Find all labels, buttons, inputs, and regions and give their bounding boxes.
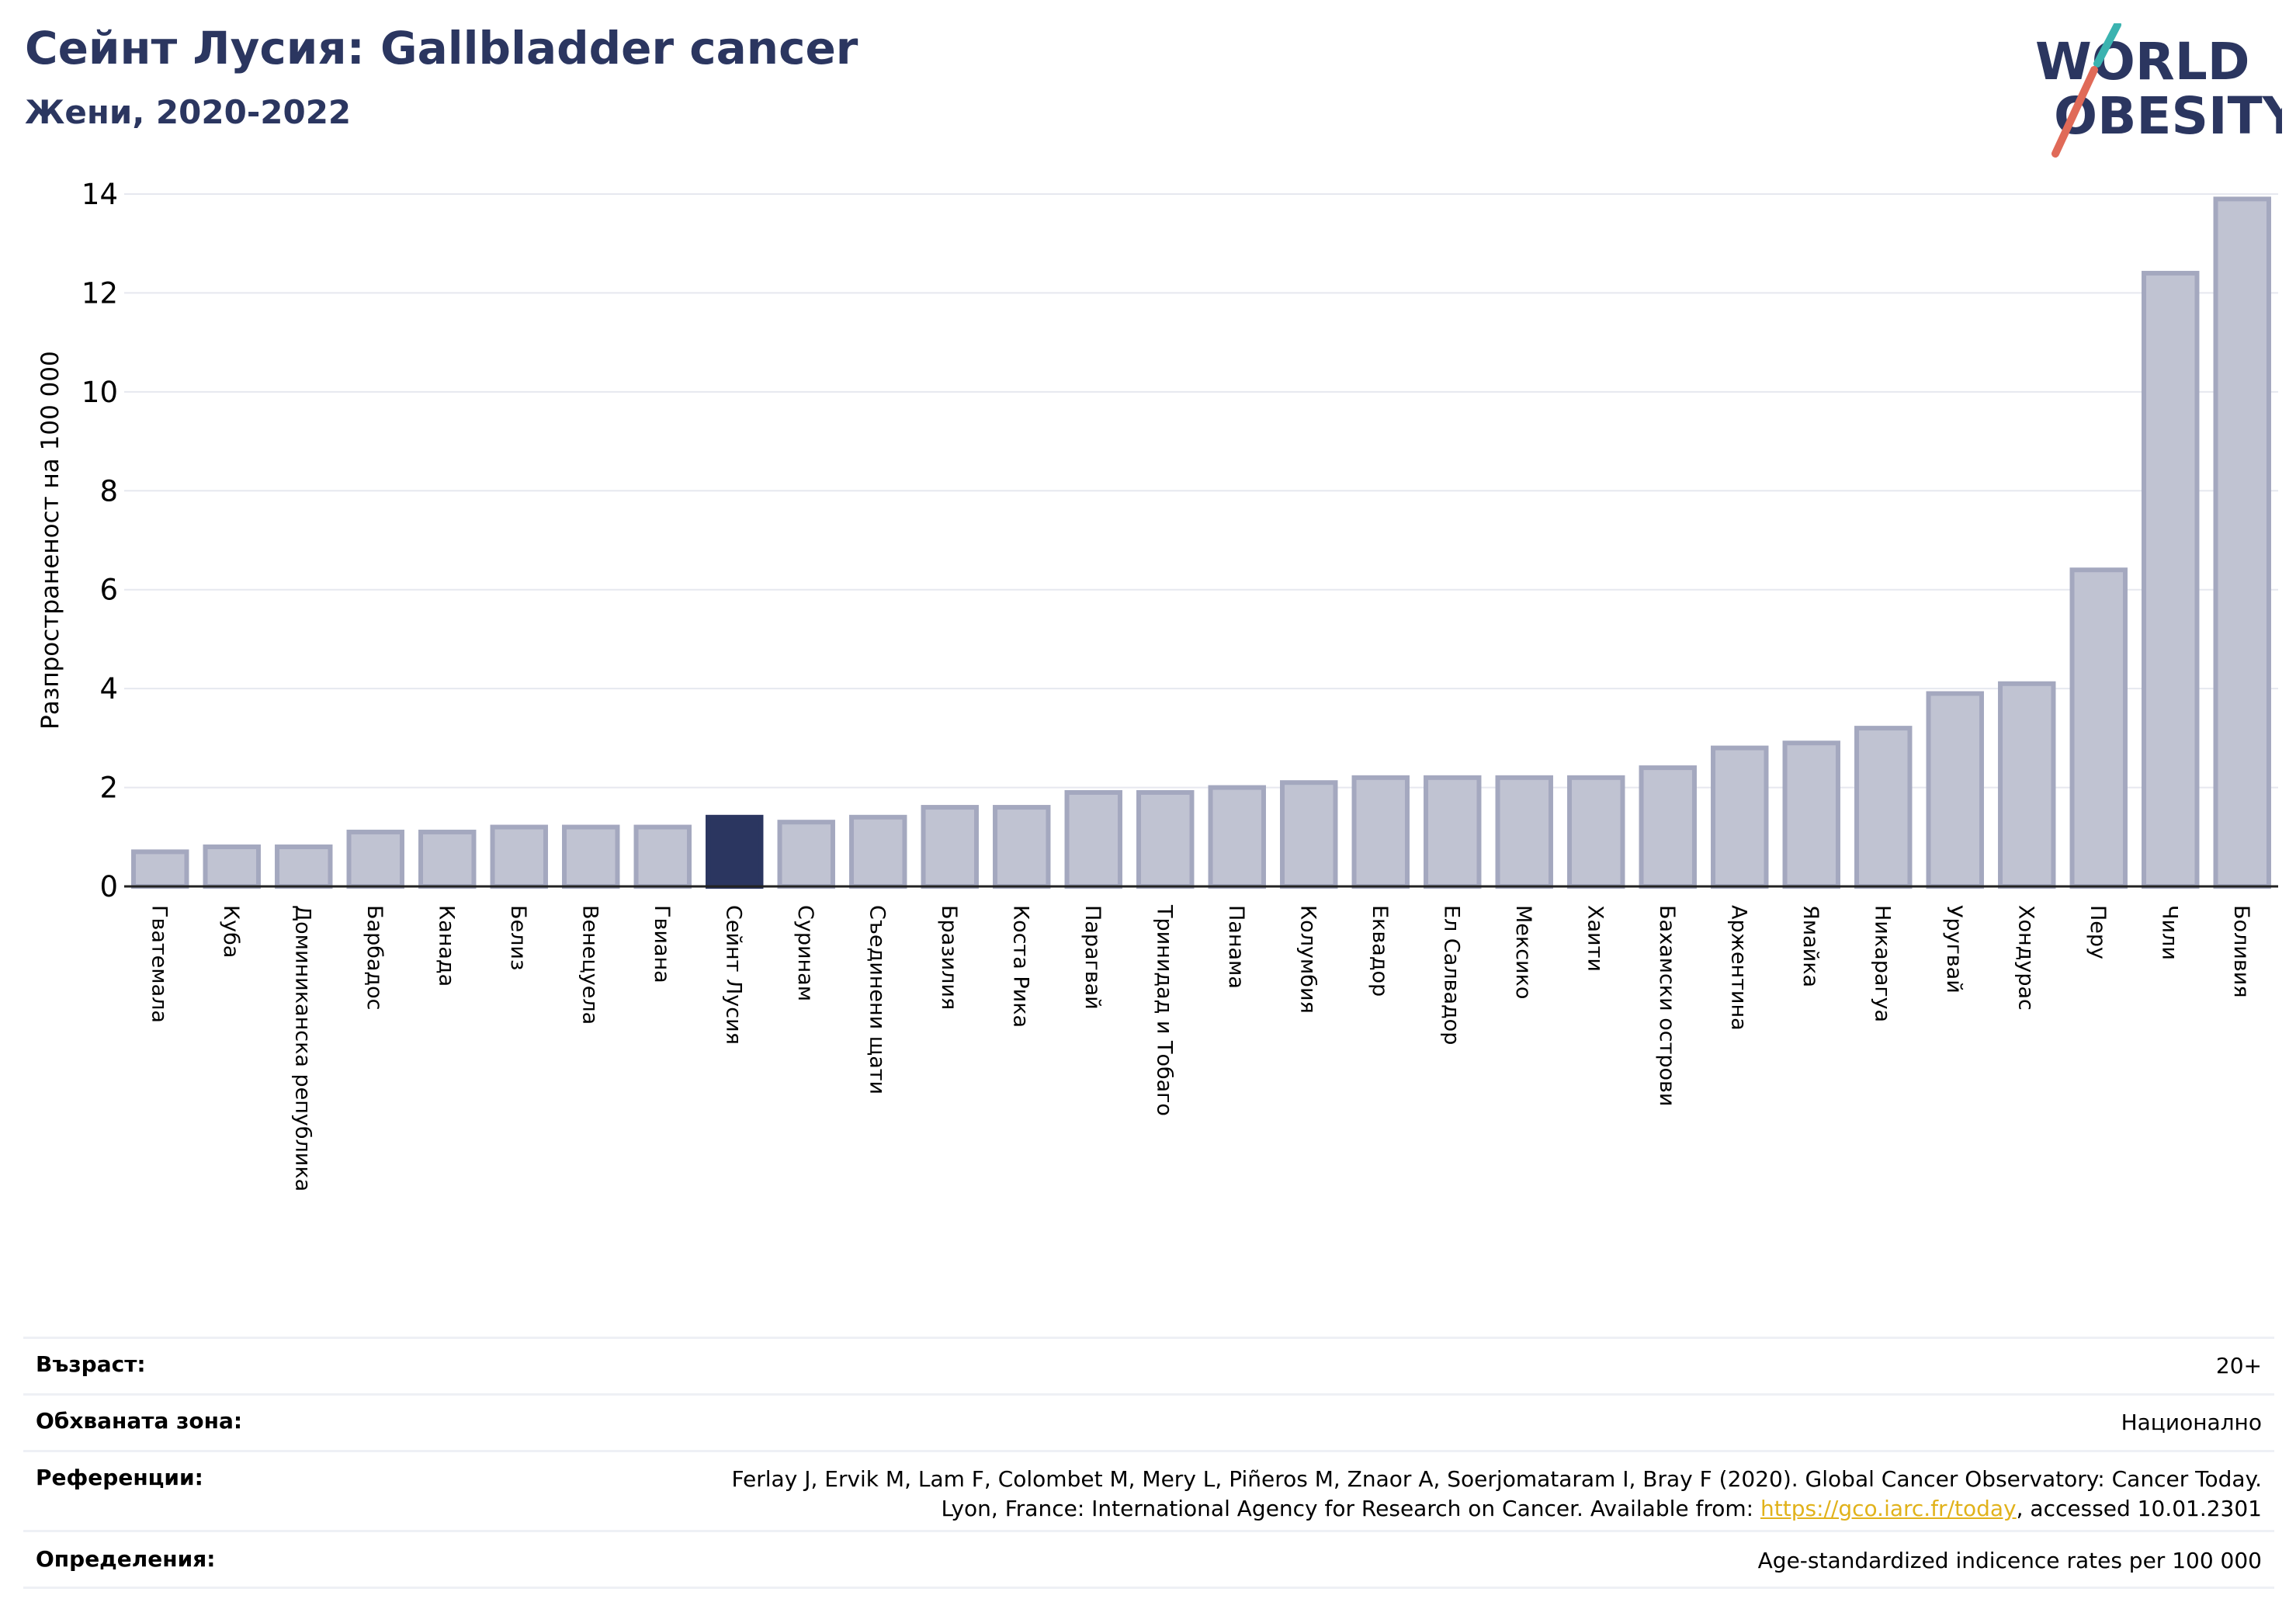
x-tick-label: Суринам: [793, 905, 817, 1001]
info-table: Възраст: 20+ Обхваната зона: Национално …: [23, 1337, 2274, 1589]
bar: [490, 824, 548, 889]
bar: [346, 829, 404, 890]
bar: [2142, 270, 2200, 889]
y-tick-label: 8: [99, 474, 118, 508]
x-tick-label: Боливия: [2229, 905, 2253, 998]
bar: [562, 824, 620, 889]
logo-line2: OBESITY: [2054, 86, 2282, 146]
x-tick-label: Парагвай: [1080, 905, 1105, 1010]
x-tick-label: Хондурас: [2013, 905, 2038, 1011]
bar-highlighted: [706, 814, 764, 889]
info-row-area: Обхваната зона: Национално: [23, 1393, 2274, 1450]
bar: [1136, 789, 1195, 890]
bar: [1926, 691, 1984, 889]
x-tick-label: Никарагуа: [1870, 905, 1894, 1022]
reference-line-2-post: , accessed 10.01.2301: [2016, 1496, 2262, 1521]
x-tick-label: Венецуела: [577, 905, 602, 1025]
bar: [921, 805, 979, 889]
x-tick-label: Белиз: [506, 905, 530, 970]
info-label-references: Референции:: [36, 1465, 203, 1490]
bar: [275, 844, 333, 889]
bar: [993, 805, 1051, 889]
bar: [1782, 740, 1840, 889]
bar: [1711, 745, 1769, 889]
x-tick-label: Чили: [2157, 905, 2181, 960]
info-value-area: Национално: [2121, 1410, 2262, 1435]
reference-line-2-pre: Lyon, France: International Agency for R…: [941, 1496, 1760, 1521]
y-tick-label: 10: [82, 376, 118, 409]
x-tick-label: Колумбия: [1295, 905, 1320, 1014]
x-tick-label: Еквадор: [1368, 905, 1392, 997]
x-tick-label: Коста Рика: [1008, 905, 1032, 1028]
info-label-area: Обхваната зона:: [36, 1408, 243, 1434]
x-tick-label: Перу: [2086, 905, 2110, 959]
bar: [633, 824, 692, 889]
x-tick-label: Ел Салвадор: [1439, 905, 1463, 1045]
y-tick-label: 14: [82, 178, 118, 211]
bar: [1998, 681, 2056, 889]
bar: [2069, 567, 2128, 889]
y-tick-label: 2: [99, 772, 118, 805]
reference-line-1: Ferlay J, Ervik M, Lam F, Colombet M, Me…: [731, 1466, 2262, 1492]
info-value-definitions: Age-standardized indicence rates per 100…: [1757, 1548, 2262, 1573]
bar-chart: 0 2 4 6 8 10 12 14 Разпространеност на 100 000 Гв…: [36, 178, 2278, 1191]
y-tick-label: 0: [99, 870, 118, 903]
page-title: Сейнт Лусия: Gallbladder cancer: [25, 22, 858, 75]
info-row-age: Възраст: 20+: [23, 1337, 2274, 1393]
bar: [418, 829, 477, 890]
info-row-references: Референции: Ferlay J, Ervik M, Lam F, Co…: [23, 1450, 2274, 1530]
x-tick-label: Панама: [1224, 905, 1248, 989]
x-tick-label: Барбадос: [362, 905, 387, 1010]
x-tick-label: Гвиана: [650, 905, 674, 983]
info-label-definitions: Определения:: [36, 1546, 216, 1572]
bar: [2213, 196, 2271, 890]
y-axis-label: Разпространеност на 100 000: [36, 351, 64, 730]
bar: [1064, 789, 1122, 890]
x-tick-label: Сейнт Лусия: [721, 905, 745, 1045]
x-tick-label: Куба: [219, 905, 243, 958]
x-tick-label: Бразилия: [937, 905, 961, 1010]
reference-line-2: Lyon, France: International Agency for R…: [731, 1494, 2262, 1524]
bar: [1208, 785, 1266, 889]
page-subtitle: Жени, 2020-2022: [25, 93, 352, 131]
bar: [1495, 775, 1553, 889]
x-tick-label: Съединени щати: [865, 905, 889, 1094]
bar: [1854, 726, 1913, 889]
bar: [849, 814, 907, 889]
y-tick-label: 4: [99, 672, 118, 706]
y-tick-label: 12: [82, 276, 118, 310]
x-tick-label: Канада: [434, 905, 458, 987]
logo-line1: WORLD: [2035, 32, 2250, 92]
bar: [131, 849, 189, 890]
bar: [1639, 765, 1697, 889]
x-tick-label: Ямайка: [1798, 905, 1823, 987]
x-tick-label: Доминиканска република: [290, 905, 314, 1191]
x-tick-label: Хаити: [1583, 905, 1607, 972]
reference-link[interactable]: https://gco.iarc.fr/today: [1760, 1496, 2017, 1521]
info-value-references: Ferlay J, Ervik M, Lam F, Colombet M, Me…: [731, 1465, 2262, 1524]
logo-slash-bottom: [2051, 66, 2098, 158]
x-tick-label: Тринидад и Тобаго: [1152, 904, 1176, 1116]
info-value-age: 20+: [2215, 1353, 2262, 1379]
world-obesity-logo: WORLD OBESITY: [2035, 23, 2282, 158]
bar: [203, 844, 261, 889]
x-tick-label: Аржентина: [1726, 905, 1750, 1031]
x-tick-label: Бахамски острови: [1655, 905, 1679, 1106]
bar: [1351, 775, 1410, 889]
bar: [1280, 780, 1338, 890]
y-tick-label: 6: [99, 574, 118, 607]
bar: [1424, 775, 1482, 889]
logo-slash-top: [2093, 23, 2121, 68]
x-tick-label: Мексико: [1511, 905, 1535, 999]
info-label-age: Възраст:: [36, 1351, 146, 1377]
bar: [1567, 775, 1625, 889]
x-tick-label: Уругвай: [1942, 905, 1966, 994]
info-row-definitions: Определения: Age-standardized indicence …: [23, 1530, 2274, 1589]
x-tick-label: Гватемала: [147, 905, 171, 1023]
bar: [777, 820, 835, 890]
